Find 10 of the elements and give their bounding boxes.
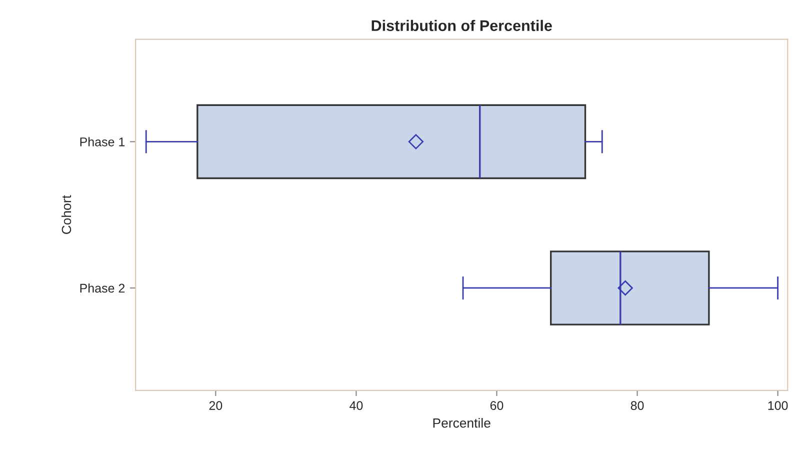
x-tick-label: 60 <box>490 401 504 410</box>
x-tick-label: 100 <box>768 401 788 410</box>
chart-title: Distribution of Percentile <box>372 20 552 32</box>
y-tick-label: Phase 1 <box>80 137 125 146</box>
x-tick-label: 40 <box>350 401 363 410</box>
x-tick-label: 80 <box>630 401 644 410</box>
y-tick-label: Phase 2 <box>80 283 125 293</box>
x-axis-title: Percentile <box>433 418 490 428</box>
x-tick-label: 20 <box>209 401 222 410</box>
y-axis-title: Cohort <box>61 195 72 234</box>
